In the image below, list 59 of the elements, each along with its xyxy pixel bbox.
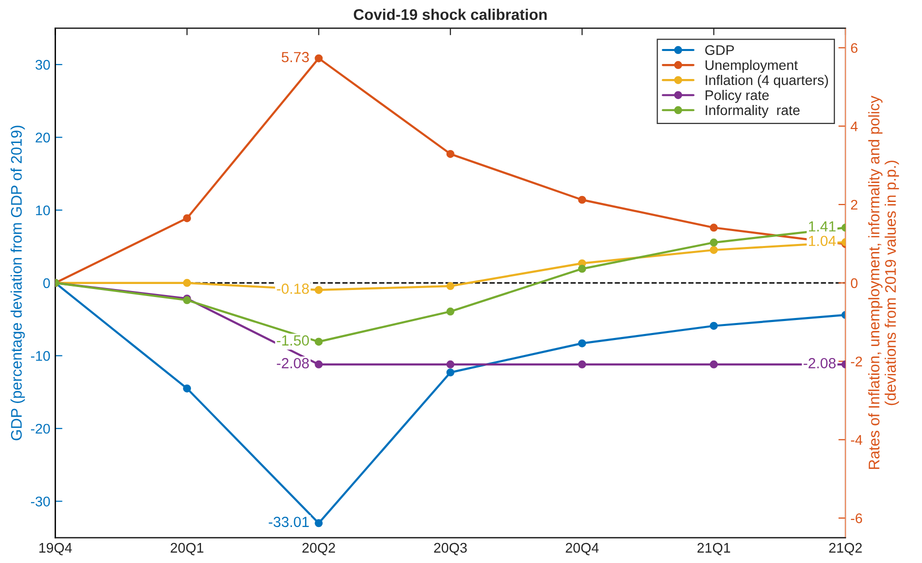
y2-tick-label: -4 bbox=[850, 435, 862, 445]
point bbox=[314, 360, 323, 368]
x-tick-label: 19Q4 bbox=[39, 542, 72, 556]
point bbox=[314, 338, 323, 346]
data-label: -2.08 bbox=[804, 358, 836, 368]
point bbox=[446, 150, 454, 158]
data-label: -2.08 bbox=[276, 358, 309, 368]
point bbox=[578, 360, 586, 368]
data-label: 1.41 bbox=[808, 221, 836, 232]
point bbox=[314, 286, 323, 294]
chart-title: Covid-19 shock calibration bbox=[354, 8, 547, 20]
point bbox=[578, 264, 586, 273]
data-label: -1.50 bbox=[276, 335, 309, 346]
y2-axis-title: Rates of Inflation, unemployment, informality and policy (deviations from 2019 values in p.p.) bbox=[868, 96, 899, 469]
x-tick-label: 20Q2 bbox=[302, 542, 335, 556]
x-tick-label: 21Q1 bbox=[697, 542, 730, 556]
y2-tick-label: -2 bbox=[850, 356, 862, 366]
point bbox=[314, 54, 323, 62]
x-tick-label: 21Q2 bbox=[829, 542, 862, 556]
legend-label: Unemployment bbox=[706, 60, 798, 73]
point bbox=[446, 368, 454, 376]
data-label: 5.73 bbox=[282, 52, 309, 62]
y2-tick-label: 0 bbox=[850, 278, 858, 288]
legend-label: Inflation (4 quarters) bbox=[706, 74, 828, 88]
point bbox=[446, 308, 454, 316]
y-tick-label: 20 bbox=[36, 132, 50, 142]
legend-label: GDP bbox=[705, 45, 734, 56]
point bbox=[183, 214, 192, 222]
point bbox=[710, 224, 718, 232]
legend-label: Policy rate bbox=[706, 90, 769, 103]
point bbox=[578, 339, 586, 348]
point bbox=[710, 360, 718, 368]
x-tick-label: 20Q1 bbox=[170, 542, 204, 556]
point bbox=[446, 282, 454, 290]
point bbox=[710, 322, 718, 330]
x-tick-label: 20Q3 bbox=[434, 542, 467, 556]
x-tick-label: 20Q4 bbox=[566, 542, 599, 556]
point bbox=[710, 238, 718, 247]
legend-label: Informality rate bbox=[706, 104, 800, 118]
y-tick-label: -20 bbox=[31, 424, 50, 434]
y-tick-label: 10 bbox=[36, 205, 50, 216]
y2-tick-label: -6 bbox=[850, 513, 862, 524]
point bbox=[183, 384, 192, 392]
y-axis-title: GDP (percentage deviation from GDP of 2019) bbox=[10, 126, 25, 440]
y2-tick-label: 2 bbox=[851, 200, 858, 210]
point bbox=[314, 519, 323, 528]
y-tick-label: 30 bbox=[36, 60, 50, 70]
y-tick-label: -10 bbox=[31, 351, 50, 361]
y2-tick-label: 6 bbox=[851, 43, 858, 53]
point bbox=[446, 360, 454, 368]
data-label: 1.04 bbox=[808, 236, 836, 246]
data-label: -33.01 bbox=[268, 516, 309, 528]
y-tick-label: -30 bbox=[31, 496, 50, 506]
point bbox=[710, 246, 718, 254]
data-label: -0.18 bbox=[276, 284, 309, 294]
point bbox=[183, 278, 192, 287]
y-tick-label: 0 bbox=[43, 278, 50, 288]
point bbox=[578, 196, 586, 204]
y2-tick-label: 4 bbox=[850, 122, 858, 132]
